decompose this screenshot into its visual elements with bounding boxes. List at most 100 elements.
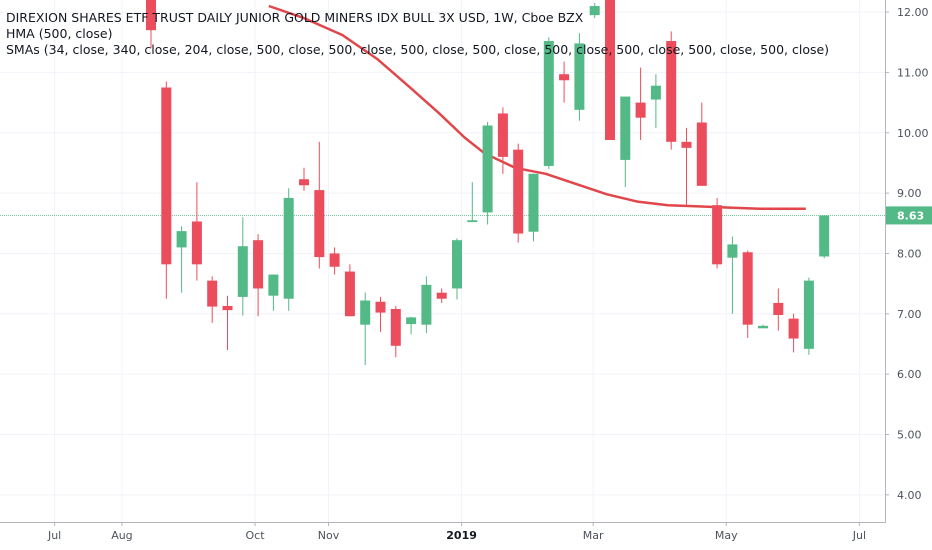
hma-series (268, 4, 806, 211)
candle-body (681, 141, 692, 148)
candle (513, 143, 524, 243)
candle (390, 305, 401, 358)
candle-body (207, 280, 218, 307)
price-tick-label: 4.00 (897, 489, 922, 502)
candle (574, 33, 585, 121)
candle-body (635, 102, 646, 118)
candle-body (650, 85, 661, 100)
candle-body (436, 292, 447, 299)
candle (559, 61, 570, 103)
candle (452, 238, 462, 300)
candle-body (222, 305, 233, 311)
candle (543, 37, 554, 169)
candle-body (758, 325, 768, 329)
candle-body (788, 318, 799, 339)
time-tick-label: Jul (852, 529, 866, 542)
candle (528, 173, 539, 242)
candle-body (314, 190, 325, 258)
candle (773, 288, 784, 331)
candle-body (191, 221, 202, 265)
candle (329, 247, 340, 275)
candle-body (696, 122, 707, 186)
candle (727, 236, 738, 314)
time-axis[interactable]: Jul Aug Oct Nov 2019 Mar May Jul (0, 522, 932, 550)
candle-body (268, 274, 279, 296)
last-price-badge (886, 206, 932, 225)
candle-body (406, 317, 417, 325)
candle-body (559, 74, 570, 81)
candle (421, 276, 432, 334)
candle-body (605, 0, 615, 141)
candle (589, 3, 600, 19)
candle-body (176, 231, 187, 248)
candle (497, 107, 508, 174)
candle-body (390, 308, 401, 346)
time-tick-label: May (715, 529, 738, 542)
price-tick-label: 5.00 (897, 428, 922, 441)
candle-body (375, 301, 386, 313)
candle (191, 182, 202, 281)
time-tick-label: Jul (47, 529, 61, 542)
candle (605, 0, 615, 141)
candle-body (344, 271, 355, 317)
candle-body (329, 253, 340, 267)
candle (696, 102, 707, 186)
time-axis-bg (0, 522, 932, 550)
time-tick-label: Aug (111, 529, 132, 542)
candle-body (497, 113, 508, 157)
last-price-text: 8.63 (897, 209, 924, 222)
candle (436, 288, 447, 303)
candle-body (543, 41, 554, 166)
candle (803, 277, 814, 355)
candle-body (146, 0, 156, 31)
price-tick-label: 10.00 (897, 127, 929, 140)
candle (482, 121, 493, 225)
candle-body (528, 173, 539, 232)
candle-body (283, 197, 294, 299)
candle-body (803, 280, 814, 349)
candle (176, 226, 187, 293)
candle-body (299, 179, 309, 186)
candle (283, 188, 294, 311)
candle-body (421, 284, 432, 325)
candle (788, 313, 799, 353)
candle-body (360, 300, 371, 325)
candle (161, 81, 172, 299)
candle (253, 234, 264, 317)
candle-body (253, 240, 264, 289)
candle (467, 182, 478, 223)
price-tick-label: 12.00 (897, 6, 929, 19)
candle-body (574, 43, 585, 110)
candle-body (482, 125, 493, 213)
candle-body (712, 205, 723, 265)
candle-body (452, 240, 462, 289)
last-price-label: 8.63 (886, 206, 932, 225)
time-tick-label: Mar (583, 529, 604, 542)
candle (635, 67, 646, 141)
candle (742, 250, 753, 338)
candle-body (742, 252, 753, 325)
price-tick-label: 11.00 (897, 66, 929, 79)
candle-body (467, 220, 478, 223)
candle-body (161, 87, 172, 265)
candle (620, 96, 631, 188)
time-tick-label: Nov (318, 529, 340, 542)
candle (406, 316, 417, 335)
price-tick-label: 8.00 (897, 247, 922, 260)
candle (375, 296, 386, 332)
candle (268, 274, 279, 311)
candle (712, 197, 723, 269)
candle-body (666, 41, 677, 142)
price-tick-label: 9.00 (897, 187, 922, 200)
candle-body (513, 149, 524, 234)
candle (681, 127, 692, 206)
candle (222, 295, 233, 351)
candle (314, 141, 325, 269)
candle (344, 264, 355, 317)
candle-body (237, 246, 248, 297)
candles (146, 0, 830, 366)
candle (819, 215, 830, 259)
price-axis[interactable]: 4.00 5.00 6.00 7.00 8.00 9.00 10.00 11.00 12.00 (885, 0, 932, 550)
candle (299, 167, 309, 191)
candle (650, 74, 661, 128)
